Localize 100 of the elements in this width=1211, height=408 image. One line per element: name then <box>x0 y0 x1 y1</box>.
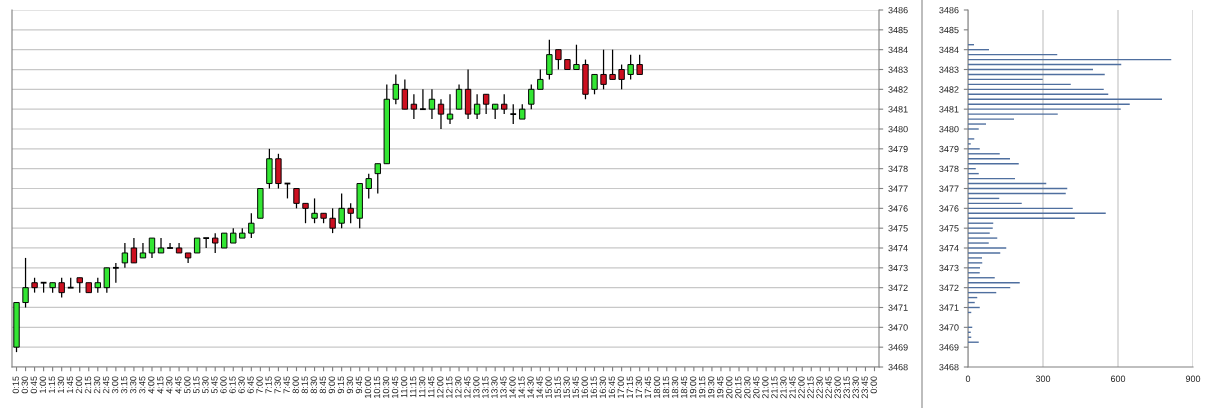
x-tick-label: 10:45 <box>391 376 399 398</box>
y-tick-label: 3482 <box>939 86 959 93</box>
x-tick-label: 22:00 <box>798 376 805 399</box>
x-tick-label: 23:45 <box>861 376 868 399</box>
y-tick-label: 3479 <box>888 145 908 153</box>
x-tick-label: 16:15 <box>590 376 597 398</box>
x-tick-label: 300 <box>1035 375 1051 382</box>
candlestick <box>473 93 481 120</box>
x-tick-label: 7:00 <box>256 376 263 394</box>
x-tick-label: 9:30 <box>346 376 354 394</box>
x-tick-label: 4:15 <box>157 376 164 394</box>
x-tick-label: 1:30 <box>57 376 65 393</box>
candlestick <box>455 83 463 110</box>
candlestick <box>374 163 381 195</box>
candlestick <box>293 187 300 209</box>
candlestick <box>609 49 616 81</box>
x-tick-label: 14:15 <box>518 376 525 398</box>
x-tick-label: 600 <box>1110 375 1126 382</box>
x-tick-label: 10:30 <box>382 376 390 398</box>
y-tick-label: 3469 <box>939 344 959 351</box>
x-tick-label: 16:45 <box>608 376 615 398</box>
x-tick-label: 10:00 <box>364 376 372 398</box>
x-tick-label: 19:15 <box>698 376 706 398</box>
x-tick-label: 21:45 <box>789 376 796 399</box>
x-tick-label: 15:30 <box>563 376 570 398</box>
candlestick <box>410 93 418 120</box>
candlestick <box>139 242 147 259</box>
x-tick-label: 3:00 <box>111 376 119 394</box>
candlestick <box>302 202 309 224</box>
x-tick-label: 13:30 <box>491 376 498 398</box>
y-tick-label: 3475 <box>888 225 908 232</box>
y-tick-label: 3476 <box>939 205 959 212</box>
x-tick-label: 1:00 <box>39 376 47 393</box>
x-tick-label: 15:45 <box>572 376 579 398</box>
x-tick-label: 5:15 <box>193 376 200 394</box>
y-tick-label: 3481 <box>939 106 959 113</box>
x-tick-label: 2:00 <box>75 376 83 394</box>
y-tick-label: 3474 <box>888 244 908 252</box>
candlestick <box>591 73 598 95</box>
y-tick-label: 3479 <box>939 145 959 153</box>
y-tick-label: 3468 <box>939 363 959 371</box>
x-tick-label: 8:00 <box>292 376 299 394</box>
x-tick-label: 10:15 <box>373 376 381 398</box>
x-tick-label: 7:30 <box>274 376 281 394</box>
candlestick <box>546 39 553 81</box>
candlestick <box>627 53 634 81</box>
x-tick-label: 17:00 <box>617 376 625 398</box>
x-tick-label: 2:30 <box>93 376 101 394</box>
candlestick <box>103 267 111 294</box>
x-tick-label: 9:45 <box>355 376 363 394</box>
y-tick-label: 3470 <box>888 324 908 331</box>
y-tick-label: 3472 <box>888 284 908 292</box>
candlestick <box>365 172 372 200</box>
candlestick <box>528 83 535 110</box>
x-tick-label: 11:00 <box>400 376 408 398</box>
x-tick-label: 20:15 <box>735 376 742 399</box>
candlestick <box>401 78 409 110</box>
x-tick-label: 21:30 <box>780 376 787 399</box>
x-tick-label: 23:15 <box>843 376 850 399</box>
x-tick-label: 22:45 <box>825 376 832 399</box>
x-tick-label: 14:45 <box>536 376 543 398</box>
x-tick-label: 5:45 <box>211 376 218 394</box>
y-tick-label: 3476 <box>888 205 908 212</box>
y-tick-label: 3483 <box>888 66 908 73</box>
candlestick <box>618 63 625 90</box>
x-tick-label: 3:45 <box>138 376 146 394</box>
x-tick-label: 21:00 <box>762 376 769 399</box>
candlestick <box>419 88 427 111</box>
x-tick-label: 23:00 <box>834 376 841 399</box>
x-tick-label: 23:30 <box>852 376 859 399</box>
y-tick-label: 3483 <box>939 66 959 73</box>
y-tick-label: 3475 <box>939 225 959 232</box>
x-tick-label: 12:15 <box>446 376 453 398</box>
candlestick <box>555 49 562 71</box>
x-tick-label: 14:30 <box>527 376 534 398</box>
x-tick-label: 1:45 <box>66 376 74 393</box>
y-tick-label: 3477 <box>888 185 908 192</box>
y-tick-label: 3473 <box>939 264 959 272</box>
y-tick-label: 3469 <box>888 344 908 351</box>
candlestick <box>311 197 318 224</box>
x-tick-label: 4:45 <box>175 376 182 394</box>
y-tick-label: 3484 <box>939 46 959 54</box>
x-tick-label: 20:30 <box>744 376 751 399</box>
x-tick-label: 17:30 <box>635 376 643 398</box>
x-tick-label: 0:45 <box>30 376 37 394</box>
y-tick-label: 3474 <box>939 244 959 252</box>
x-tick-label: 11:45 <box>428 376 435 398</box>
x-tick-label: 20:00 <box>726 376 733 399</box>
y-tick-label: 3481 <box>888 106 908 113</box>
x-tick-label: 22:15 <box>807 376 814 399</box>
candlestick <box>392 73 400 105</box>
y-tick-label: 3471 <box>939 304 959 311</box>
x-tick-label: 20:45 <box>753 376 760 399</box>
candlestick <box>248 212 255 239</box>
x-tick-label: 11:30 <box>418 376 426 398</box>
x-tick-label: 8:45 <box>319 376 326 394</box>
x-tick-label: 12:45 <box>464 376 471 398</box>
candlestick <box>338 192 345 229</box>
candlestick <box>148 237 156 259</box>
candlestick <box>636 53 643 76</box>
